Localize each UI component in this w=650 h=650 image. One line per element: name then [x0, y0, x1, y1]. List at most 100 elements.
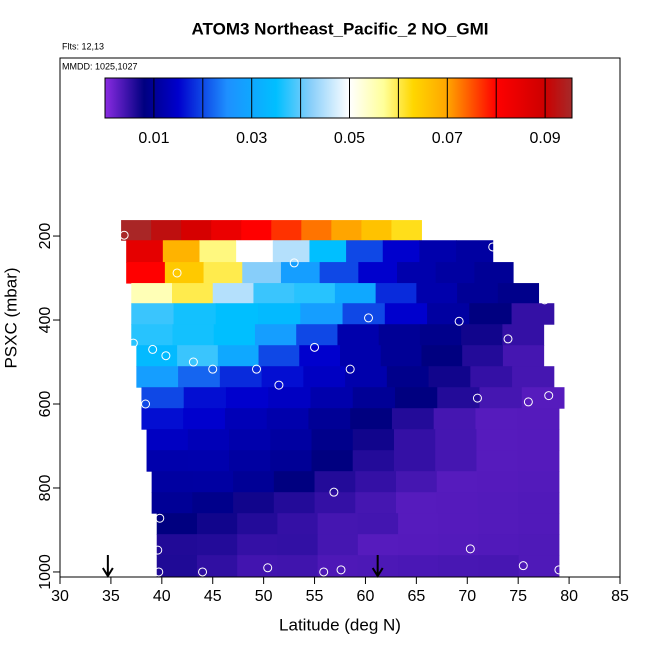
sample-point: [310, 342, 320, 352]
sample-point: [154, 567, 164, 577]
x-axis-label: Latitude (deg N): [279, 615, 401, 634]
curtain-cell: [237, 513, 278, 535]
curtain-cell: [258, 303, 301, 325]
curtain-cell: [156, 534, 198, 556]
curtain-cell: [436, 492, 478, 514]
curtain-cell: [229, 429, 271, 451]
y-axis-label: PSXC (mbar): [1, 267, 20, 368]
curtain-cell: [192, 471, 234, 493]
curtain-cell: [386, 366, 430, 388]
curtain-cell: [183, 387, 227, 409]
curtain-cell: [518, 471, 560, 493]
curtain-cell: [151, 220, 182, 241]
curtain-cell: [517, 429, 560, 451]
curtain-cell: [380, 345, 422, 367]
curtain-cell: [187, 450, 230, 472]
curtain-cell: [518, 534, 560, 556]
sample-point: [454, 316, 464, 326]
curtain-cell: [299, 345, 341, 367]
curtain-cell: [303, 366, 346, 388]
sample-point: [503, 334, 513, 344]
curtain-cell: [301, 220, 332, 241]
curtain-cell: [470, 366, 513, 388]
curtain-cell: [352, 450, 395, 472]
colorbar-tick-label: 0.09: [530, 130, 561, 147]
curtain-cell: [398, 555, 439, 578]
curtain-cell: [141, 408, 184, 430]
curtain-cell: [502, 324, 545, 346]
curtain-cell: [183, 408, 226, 430]
curtain-cell: [272, 240, 310, 263]
curtain-cell: [435, 429, 477, 451]
sample-point: [329, 487, 339, 497]
curtain-cell: [173, 303, 217, 325]
curtain-cell: [511, 303, 555, 325]
curtain-cell: [478, 513, 520, 535]
curtain-cell: [224, 408, 268, 430]
curtain-cell: [172, 283, 214, 304]
curtain-cell: [151, 492, 193, 514]
curtain-cell: [242, 262, 282, 284]
colorbar-tick-label: 0.03: [236, 130, 267, 147]
curtain-cell: [437, 387, 480, 409]
curtain-cell: [462, 345, 504, 367]
curtain-cell: [378, 324, 421, 346]
sample-point: [554, 565, 564, 575]
curtain-cell: [273, 471, 316, 493]
colorbar-tick-label: 0.05: [334, 130, 365, 147]
curtain-cell: [397, 262, 437, 284]
curtain-cell: [384, 303, 428, 325]
curtain-cell: [254, 324, 297, 346]
curtain-cell: [225, 387, 269, 409]
sample-point: [544, 391, 554, 401]
x-tick-label: 80: [560, 588, 578, 605]
curtain-cell: [518, 492, 560, 514]
curtain-cell: [350, 408, 393, 430]
sample-point: [345, 364, 355, 374]
sample-point: [208, 364, 218, 374]
curtain-cell: [352, 387, 396, 409]
curtain-cell: [196, 534, 238, 556]
curtain-cell: [469, 303, 513, 325]
curtain-cell: [131, 303, 175, 325]
curtain-cell: [352, 429, 395, 451]
curtain-cell: [517, 450, 560, 472]
colorbar-tick-label: 0.01: [138, 130, 169, 147]
curtain-cell: [317, 513, 359, 535]
sample-point: [172, 268, 182, 278]
curtain-cell: [277, 534, 319, 556]
curtain-cell: [203, 262, 243, 284]
curtain-cell: [136, 366, 179, 388]
curtain-cell: [136, 345, 178, 367]
x-tick-label: 40: [153, 588, 171, 605]
curtain-cell: [396, 492, 438, 514]
x-tick-label: 65: [407, 588, 425, 605]
curtain-cell: [416, 283, 458, 304]
curtain-cell: [192, 492, 234, 514]
curtain-cell: [131, 324, 174, 346]
x-tick-label: 45: [204, 588, 222, 605]
curtain-cell: [314, 492, 356, 514]
curtain-cell: [357, 513, 399, 535]
curtain-cell: [308, 408, 351, 430]
curtain-cell: [436, 471, 478, 493]
curtain-cell: [476, 429, 519, 451]
curtain-cell: [334, 283, 377, 304]
curtain-cell: [393, 429, 436, 451]
curtain-cell: [479, 387, 523, 409]
curtain-cell: [229, 450, 271, 472]
sample-point: [188, 357, 198, 367]
curtain-cell: [382, 240, 420, 263]
sample-point: [289, 258, 299, 268]
curtain-cell: [438, 513, 479, 535]
curtain-cell: [172, 324, 215, 346]
curtain-cell: [512, 366, 555, 388]
sample-point: [153, 545, 163, 555]
curtain-cell: [457, 283, 499, 304]
chart-title: ATOM3 Northeast_Pacific_2 NO_GMI: [192, 19, 489, 38]
curtain-cell: [478, 534, 520, 556]
curtain-cell: [146, 450, 189, 472]
curtain-cell: [219, 366, 263, 388]
curtain-cell: [355, 492, 397, 514]
curtain-cell: [477, 492, 519, 514]
